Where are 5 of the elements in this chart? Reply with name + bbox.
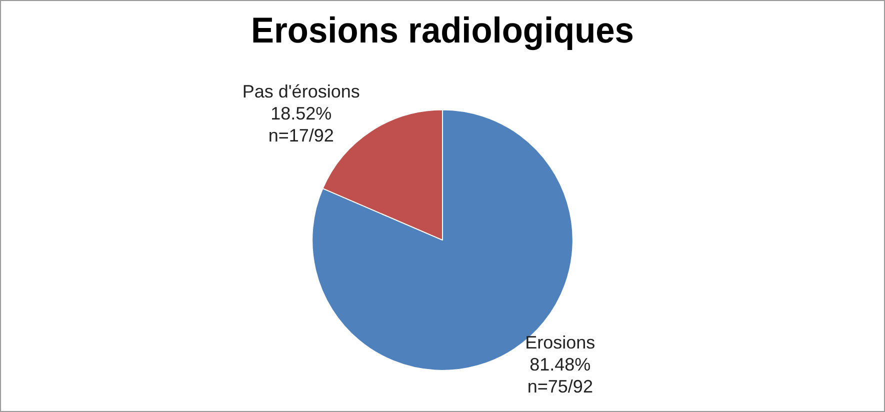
- slice-label: Pas d'érosions: [242, 81, 360, 102]
- data-label: 81.48% n=75/92: [527, 354, 593, 397]
- data-label: 18.52% n=17/92: [268, 103, 334, 146]
- slice-label: Erosions: [525, 332, 596, 353]
- chart-title: Erosions radiologiques: [251, 10, 634, 51]
